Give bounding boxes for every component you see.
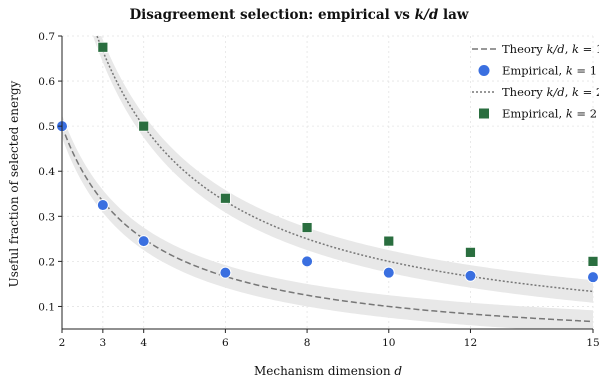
y-tick-label: 0.3 [38, 211, 55, 223]
theory-line [96, 36, 593, 293]
data-point [137, 235, 150, 248]
y-tick-label: 0.7 [38, 31, 55, 43]
data-point [587, 255, 599, 267]
data-point [97, 41, 109, 53]
x-tick-label: 2 [59, 337, 66, 349]
x-axis-label: Mechanism dimension d [254, 364, 402, 378]
data-point [464, 269, 477, 282]
grid [61, 35, 594, 329]
data-point [587, 271, 599, 284]
uncertainty-band [62, 114, 593, 329]
ticks: 2 3 4 6 8 10 12 15 0.1 0.2 0.3 0.4 0.5 0.6 0.7 [38, 31, 599, 349]
axes [61, 36, 593, 330]
y-tick-label: 0.5 [38, 121, 55, 133]
legend-label: Empirical, k = 1 [502, 64, 597, 78]
y-tick-label: 0.6 [38, 76, 55, 88]
theory-curves [62, 36, 593, 323]
chart-title: Disagreement selection: empirical vs k/d… [129, 7, 468, 23]
legend-circle-swatch [478, 65, 490, 76]
theory-line [62, 125, 593, 323]
x-tick-label: 15 [586, 337, 599, 349]
legend-square-swatch [479, 108, 489, 119]
data-point [382, 266, 395, 279]
legend-label: Theory k/d, k = 1 [502, 42, 599, 56]
data-point [219, 266, 232, 279]
legend: Theory k/d, k = 1 Empirical, k = 1 Theory … [472, 42, 599, 121]
x-tick-label: 3 [100, 337, 107, 349]
y-tick-label: 0.2 [38, 256, 55, 268]
data-point [301, 255, 314, 268]
data-point [383, 235, 395, 247]
data-point [96, 199, 109, 212]
x-tick-label: 12 [464, 337, 477, 349]
y-tick-label: 0.4 [38, 166, 55, 178]
data-point [219, 192, 231, 204]
x-tick-label: 8 [304, 337, 311, 349]
data-point [138, 120, 150, 132]
legend-label: Theory k/d, k = 2 [502, 85, 599, 99]
data-point [465, 246, 476, 258]
x-tick-label: 10 [382, 337, 395, 349]
y-axis-label: Useful fraction of selected energy [7, 80, 21, 287]
data-point [301, 222, 313, 233]
x-tick-label: 4 [140, 337, 147, 349]
legend-label: Empirical, k = 2 [502, 107, 597, 121]
x-tick-label: 6 [222, 337, 229, 349]
y-tick-label: 0.1 [38, 301, 55, 313]
